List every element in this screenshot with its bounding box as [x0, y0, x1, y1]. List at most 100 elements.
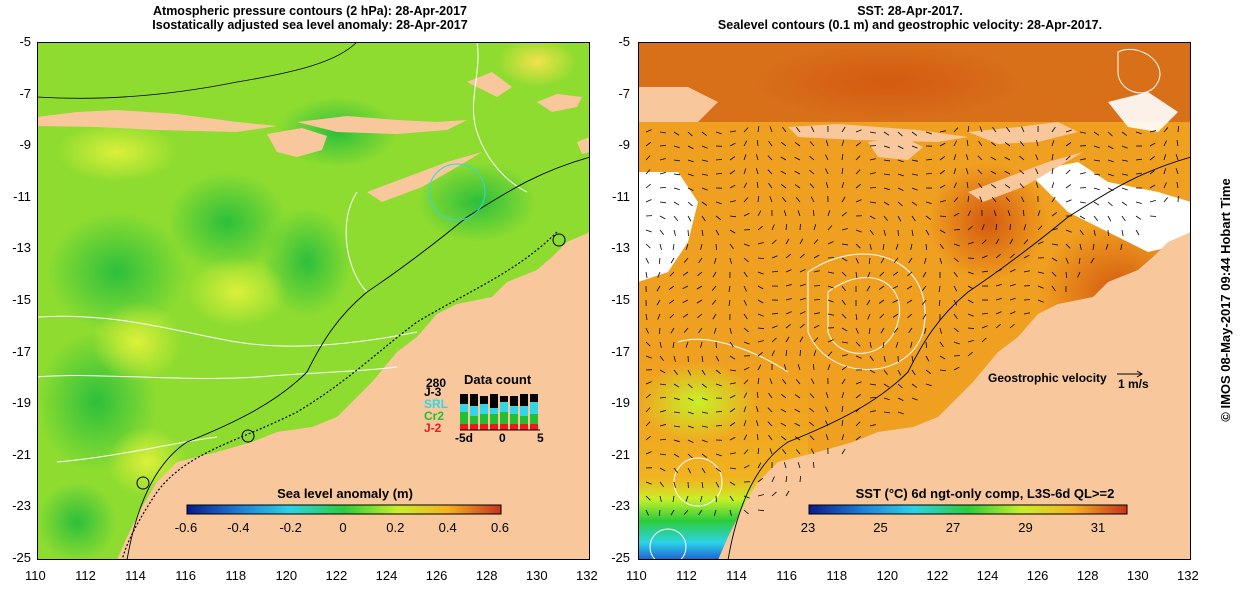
- velocity-arrow: [883, 187, 890, 191]
- velocity-arrow: [1037, 299, 1044, 303]
- satellite-label-cr2: Cr2: [424, 409, 445, 423]
- velocity-arrow: [645, 481, 652, 485]
- velocity-arrow: [967, 210, 972, 217]
- velocity-legend-unit: 1 m/s: [1118, 377, 1149, 391]
- velocity-arrow: [911, 187, 918, 191]
- velocity-arrow: [922, 271, 927, 278]
- lat-tick-label: -17: [12, 343, 31, 359]
- velocity-legend-arrow: [1117, 370, 1143, 378]
- velocity-arrow: [673, 131, 680, 136]
- velocity-arrow: [687, 411, 694, 415]
- velocity-arrow: [1065, 257, 1069, 264]
- velocity-arrow: [1090, 257, 1095, 264]
- velocity-arrow: [1065, 271, 1068, 279]
- data-count-bar-segment: [510, 396, 518, 406]
- velocity-arrow: [953, 229, 961, 231]
- velocity-arrow: [701, 481, 704, 488]
- data-count-bar-segment: [470, 406, 478, 416]
- velocity-arrow: [966, 140, 969, 147]
- velocity-arrow: [743, 420, 747, 427]
- velocity-arrow: [855, 421, 861, 427]
- velocity-arrow: [953, 182, 957, 189]
- velocity-arrow: [687, 397, 694, 402]
- sst-colorbar: [808, 504, 1128, 515]
- lon-tick-label: 128: [475, 568, 498, 583]
- velocity-arrow: [906, 285, 913, 290]
- velocity-arrow: [657, 313, 661, 320]
- velocity-arrow: [687, 439, 694, 444]
- velocity-arrow: [645, 341, 651, 347]
- velocity-arrow: [757, 285, 764, 290]
- velocity-arrow: [880, 257, 885, 264]
- velocity-arrow: [729, 495, 734, 502]
- velocity-arrow: [981, 325, 988, 329]
- velocity-arrow: [939, 142, 946, 147]
- velocity-arrow: [869, 172, 876, 175]
- data-count-bar-segment: [480, 414, 488, 424]
- velocity-arrow: [841, 366, 848, 371]
- sst-colorbar-ticks: 23 25 27 29 31: [801, 518, 1126, 535]
- data-count-bar-segment: [500, 402, 508, 412]
- velocity-arrow: [825, 420, 829, 427]
- velocity-arrow: [893, 257, 899, 263]
- velocity-arrow: [1135, 131, 1142, 135]
- velocity-arrow: [729, 341, 734, 348]
- velocity-arrow: [995, 238, 1000, 245]
- velocity-arrow: [729, 327, 732, 334]
- velocity-arrow: [701, 467, 706, 474]
- velocity-arrow: [645, 155, 651, 161]
- velocity-arrow: [841, 168, 844, 175]
- velocity-arrow: [687, 467, 692, 474]
- velocity-arrow: [1051, 212, 1058, 217]
- velocity-arrow: [711, 299, 717, 305]
- velocity-arrow: [1022, 209, 1025, 217]
- lat-tick-label: -9: [618, 137, 630, 153]
- velocity-arrow: [883, 397, 890, 401]
- lat-tick-label: -15: [611, 292, 630, 307]
- velocity-arrow: [1009, 253, 1015, 259]
- velocity-arrow: [701, 383, 708, 388]
- velocity-arrow: [924, 327, 927, 334]
- velocity-arrow: [656, 299, 661, 306]
- velocity-arrow: [925, 229, 930, 236]
- velocity-arrow: [979, 196, 983, 203]
- velocity-arrow: [1079, 131, 1086, 134]
- velocity-arrow: [953, 140, 958, 147]
- velocity-arrow: [780, 422, 787, 427]
- velocity-arrow: [967, 271, 974, 275]
- velocity-arrow: [729, 170, 736, 175]
- velocity-arrow: [813, 224, 817, 231]
- velocity-arrow: [659, 229, 665, 235]
- velocity-arrow: [825, 434, 829, 441]
- velocity-arrow: [868, 327, 871, 334]
- velocity-arrow: [953, 243, 960, 247]
- velocity-arrow: [687, 187, 694, 191]
- velocity-arrow: [855, 341, 861, 347]
- lat-tick-label: -11: [13, 188, 31, 204]
- velocity-arrow: [855, 142, 862, 147]
- velocity-arrow: [967, 285, 974, 290]
- velocity-arrow: [767, 421, 773, 427]
- velocity-arrow: [673, 453, 680, 458]
- lat-tick-label: -9: [19, 137, 31, 153]
- velocity-arrow: [696, 299, 703, 304]
- velocity-arrow: [883, 131, 890, 136]
- velocity-arrow: [757, 352, 763, 357]
- velocity-arrow: [771, 255, 778, 259]
- velocity-arrow: [682, 299, 689, 304]
- velocity-arrow: [1004, 142, 1011, 147]
- velocity-arrow: [841, 271, 847, 277]
- data-count-bar-segment: [490, 394, 498, 408]
- velocity-arrow: [893, 327, 899, 333]
- data-count-bar-segment: [470, 424, 478, 430]
- velocity-arrow: [1051, 126, 1056, 133]
- velocity-arrow: [1107, 131, 1113, 137]
- velocity-arrow: [1079, 158, 1086, 161]
- velocity-arrow: [953, 285, 958, 292]
- velocity-arrow: [855, 355, 862, 359]
- velocity-arrow: [981, 337, 987, 343]
- velocity-arrow: [925, 172, 933, 175]
- velocity-arrow: [757, 364, 762, 371]
- velocity-arrow: [659, 438, 667, 441]
- velocity-arrow: [670, 327, 675, 334]
